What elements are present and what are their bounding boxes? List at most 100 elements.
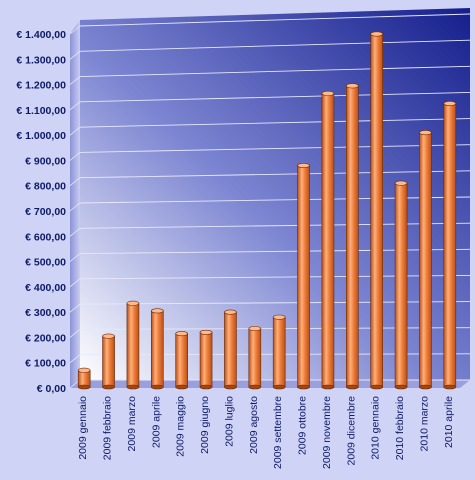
bar-bottom-cap [151,384,164,390]
bar-top-cap [346,83,359,89]
bar-body [199,332,213,388]
bar [151,308,164,390]
grid-line-depth [69,354,81,364]
grid-line-depth [69,50,81,60]
grid-line [79,39,471,52]
bar-body [102,335,115,388]
grid-line [79,13,471,27]
y-tick-label: € 1.100,00 [16,105,66,117]
bar-top-cap [443,101,457,107]
x-tick-label: 2009 gennaio [77,396,89,460]
x-tick-label: 2009 dicembre [345,396,357,466]
bar-top-cap [199,329,213,335]
y-tick-label: € 700,00 [25,206,66,218]
bar-bottom-cap [394,384,408,390]
grid-line-depth [69,278,81,288]
grid-line-depth [69,202,81,212]
y-tick-label: € 1.000,00 [16,130,66,142]
y-tick-label: € 200,00 [25,332,66,344]
grid-line-depth [69,303,81,313]
bar-bottom-cap [77,384,91,390]
x-tick-label: 2009 luglio [223,396,235,447]
grid-line [79,91,471,103]
bar [272,314,286,390]
bar-body [175,333,188,388]
y-tick-label: € 100,00 [25,358,66,370]
bar-top-cap [419,130,432,136]
y-tick-label: € 400,00 [25,282,66,294]
bar-top-cap [102,333,115,339]
x-tick-label: 2010 gennaio [370,396,382,460]
bar-top-cap [272,314,286,320]
y-tick-label: € 300,00 [25,307,66,319]
x-tick-label: 2009 aprile [150,396,162,448]
bar [370,31,383,390]
grid-line-depth [69,227,81,237]
bar-top-cap [370,31,383,37]
x-tick-label: 2010 aprile [443,396,455,448]
bar [346,83,359,390]
bar-body [370,33,383,388]
grid-line-depth [69,25,81,35]
bar-bottom-cap [102,384,115,390]
grid-line-depth [69,253,81,262]
bar-bottom-cap [199,384,213,390]
bar-top-cap [248,326,262,332]
bar [297,162,310,390]
bar-bottom-cap [297,384,310,390]
bar-body [321,93,335,388]
grid-line-depth [69,152,81,161]
x-tick-label: 2009 giugno [199,396,211,454]
bar [248,326,262,390]
side-wall [70,20,80,388]
bar [394,180,408,390]
grid-line [79,170,471,179]
grid-line [79,118,471,128]
y-tick-label: € 600,00 [25,231,66,243]
x-tick-label: 2009 ottobre [297,396,309,455]
grid-line [79,65,471,78]
y-tick-label: € 1.300,00 [16,54,66,66]
bar-top-cap [77,367,91,373]
bar [77,367,91,390]
bar [419,130,432,390]
bar [126,300,140,390]
bar [199,329,213,390]
y-tick-label: € 1.200,00 [16,80,66,92]
bar-top-cap [394,180,408,186]
y-tick-label: € 800,00 [25,181,66,193]
x-tick-label: 2010 marzo [418,396,430,452]
bar-body [77,369,91,388]
x-tick-label: 2009 novembre [321,396,333,469]
bar [102,333,115,390]
grid-line-depth [69,329,81,338]
bar-body [151,310,164,388]
bar-body [394,182,408,388]
bar-bottom-cap [321,384,335,390]
bar-body [272,316,286,388]
bar-body [248,328,262,388]
x-tick-label: 2009 agosto [248,396,260,454]
grid-line-depth [69,126,81,136]
y-tick-label: € 1.400,00 [16,29,66,41]
bar-body [346,85,359,388]
bar-top-cap [321,90,335,96]
y-tick-label: € 900,00 [25,155,66,167]
bar-top-cap [151,308,164,314]
bar-bottom-cap [272,384,286,390]
bar-top-cap [126,300,140,306]
grid-line [79,144,471,153]
x-tick-label: 2010 febbraio [394,396,406,460]
bar [224,309,237,390]
grid-line-depth [69,177,81,187]
bar [321,90,335,390]
bar-bottom-cap [224,384,237,390]
y-tick-label: € 500,00 [25,257,66,269]
bar-top-cap [297,162,310,168]
bar-top-cap [224,309,237,315]
bar-top-cap [175,331,188,337]
bar-bottom-cap [370,384,383,390]
floor [70,380,470,388]
y-tick-label: € 0,00 [37,383,66,395]
bar-bottom-cap [346,384,359,390]
